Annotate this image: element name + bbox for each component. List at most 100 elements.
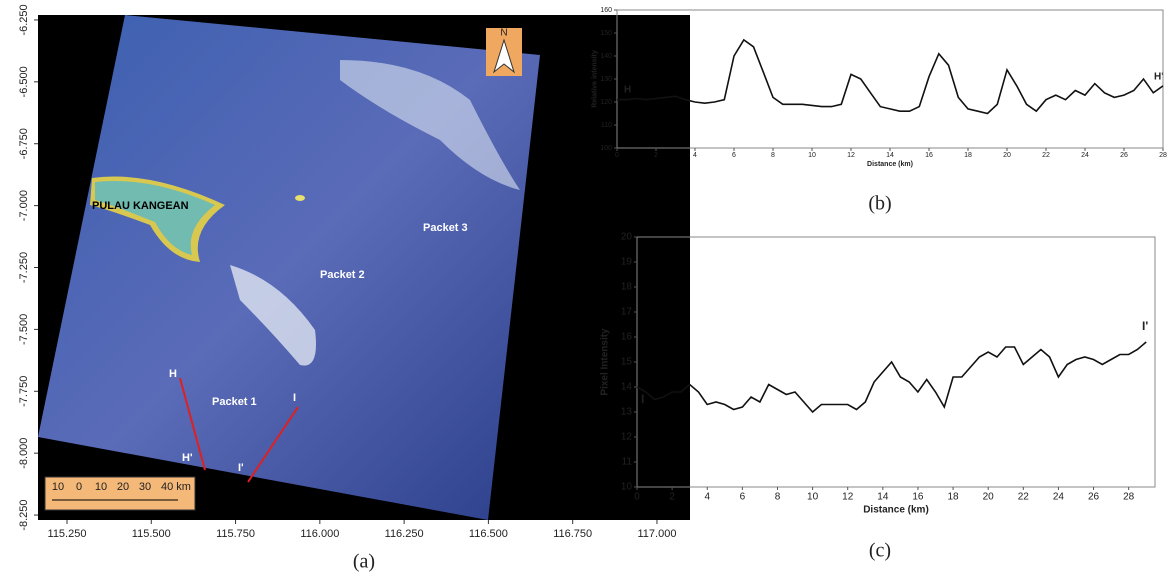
- satellite-scene: [38, 15, 540, 520]
- x-tick-label: 10: [808, 152, 816, 159]
- transect-h: [179, 377, 206, 471]
- panel-label: (a): [353, 551, 375, 573]
- clouds: [340, 60, 520, 190]
- y-tick-label: 100: [600, 145, 612, 152]
- annotation: Packet 1: [212, 396, 257, 408]
- x-tick-label: 16: [925, 152, 933, 159]
- y-tick-label: 20: [621, 232, 633, 243]
- y-tick-label: 110: [601, 122, 612, 129]
- y-tick-label: 11: [622, 457, 633, 468]
- x-tick-label: 2: [669, 492, 675, 503]
- x-tick-label: 116.000: [300, 528, 339, 540]
- x-tick-label: 116.750: [553, 528, 592, 540]
- y-tick-label: -7.500: [18, 314, 30, 345]
- panel-label: (b): [868, 193, 891, 215]
- x-tick-label: 117.000: [637, 528, 676, 540]
- x-tick-label: 115.500: [132, 528, 171, 540]
- x-tick-label: 116.500: [469, 528, 508, 540]
- x-tick-label: 20: [983, 492, 995, 503]
- y-tick-label: -6.250: [18, 4, 30, 35]
- annotation: Packet 2: [320, 269, 365, 281]
- x-tick-label: 18: [964, 152, 972, 159]
- scale-label: 40 km: [161, 481, 191, 493]
- y-tick-label: 150: [600, 30, 612, 37]
- profile-line: [617, 38, 1164, 115]
- y-tick-label: 15: [621, 357, 633, 368]
- x-tick-label: 8: [771, 152, 775, 159]
- y-tick-label: -6.500: [18, 66, 30, 97]
- plot-frame: [616, 9, 1164, 149]
- x-tick-label: 0: [634, 492, 640, 503]
- annotation: H: [169, 368, 177, 380]
- annotation: I: [293, 392, 296, 404]
- y-tick-label: 130: [600, 76, 612, 83]
- x-tick-label: 4: [693, 152, 697, 159]
- y-tick-label: 140: [600, 53, 612, 60]
- x-tick-label: 2: [654, 152, 658, 159]
- transect-i: [247, 406, 299, 483]
- y-axis-label: Relative intensity: [591, 50, 598, 108]
- x-tick-label: 14: [886, 152, 894, 159]
- y-tick-label: -7.250: [18, 252, 30, 283]
- scale-bar-box: [44, 476, 196, 511]
- x-axis-label: Distance (km): [863, 505, 929, 516]
- x-tick-label: 26: [1088, 492, 1100, 503]
- x-tick-label: 6: [732, 152, 736, 159]
- island-reef: [95, 180, 215, 255]
- annotation: H': [1154, 72, 1164, 83]
- x-tick-label: 6: [740, 492, 746, 503]
- scale-label: 30: [139, 481, 151, 493]
- y-tick-label: 18: [621, 282, 633, 293]
- y-tick-label: 160: [600, 7, 612, 14]
- y-tick-label: 14: [621, 382, 633, 393]
- y-tick-label: 12: [621, 432, 633, 443]
- x-tick-label: 14: [877, 492, 889, 503]
- scale-label: 10: [52, 481, 64, 493]
- y-axis-label: Pixel Intensity: [600, 328, 611, 396]
- x-tick-label: 115.250: [48, 528, 87, 540]
- y-tick-label: -7.750: [18, 376, 30, 407]
- x-tick-label: 12: [842, 492, 854, 503]
- panel-label: (c): [869, 540, 891, 562]
- x-axis-label: Distance (km): [867, 161, 913, 168]
- x-tick-label: 26: [1120, 152, 1128, 159]
- x-tick-label: 22: [1018, 492, 1030, 503]
- annotation: Packet 3: [423, 222, 468, 234]
- y-tick-label: 120: [600, 99, 612, 106]
- x-tick-label: 16: [912, 492, 924, 503]
- x-tick-label: 24: [1081, 152, 1089, 159]
- islet: [295, 195, 305, 201]
- x-tick-label: 28: [1123, 492, 1135, 503]
- annotation: PULAU KANGEAN: [92, 200, 189, 212]
- annotation: I': [238, 462, 244, 474]
- clouds: [230, 265, 316, 366]
- scale-label: 20: [117, 481, 129, 493]
- north-label: N: [500, 28, 507, 39]
- x-tick-label: 115.750: [216, 528, 255, 540]
- y-tick-label: -8.000: [18, 438, 30, 469]
- y-tick-label: -6.750: [18, 128, 30, 159]
- x-tick-label: 8: [775, 492, 781, 503]
- y-tick-label: -8.250: [18, 499, 30, 530]
- x-tick-label: 18: [948, 492, 960, 503]
- y-tick-label: 19: [621, 257, 633, 268]
- annotation: H: [624, 85, 631, 96]
- y-tick-label: 10: [621, 482, 633, 493]
- annotation: I': [1142, 319, 1148, 333]
- y-tick-label: 17: [621, 307, 633, 318]
- y-tick-label: 13: [621, 407, 633, 418]
- x-tick-label: 12: [847, 152, 855, 159]
- x-tick-label: 22: [1042, 152, 1050, 159]
- profile-line: [636, 341, 1147, 414]
- north-arrow: [493, 38, 515, 74]
- annotation: H': [182, 452, 193, 464]
- plot-frame: [636, 236, 1156, 488]
- annotation: I: [641, 392, 644, 406]
- x-tick-label: 28: [1159, 152, 1167, 159]
- x-tick-label: 0: [615, 152, 619, 159]
- x-tick-label: 20: [1003, 152, 1011, 159]
- x-tick-label: 10: [807, 492, 819, 503]
- scale-label: 0: [76, 481, 82, 493]
- x-tick-label: 24: [1053, 492, 1065, 503]
